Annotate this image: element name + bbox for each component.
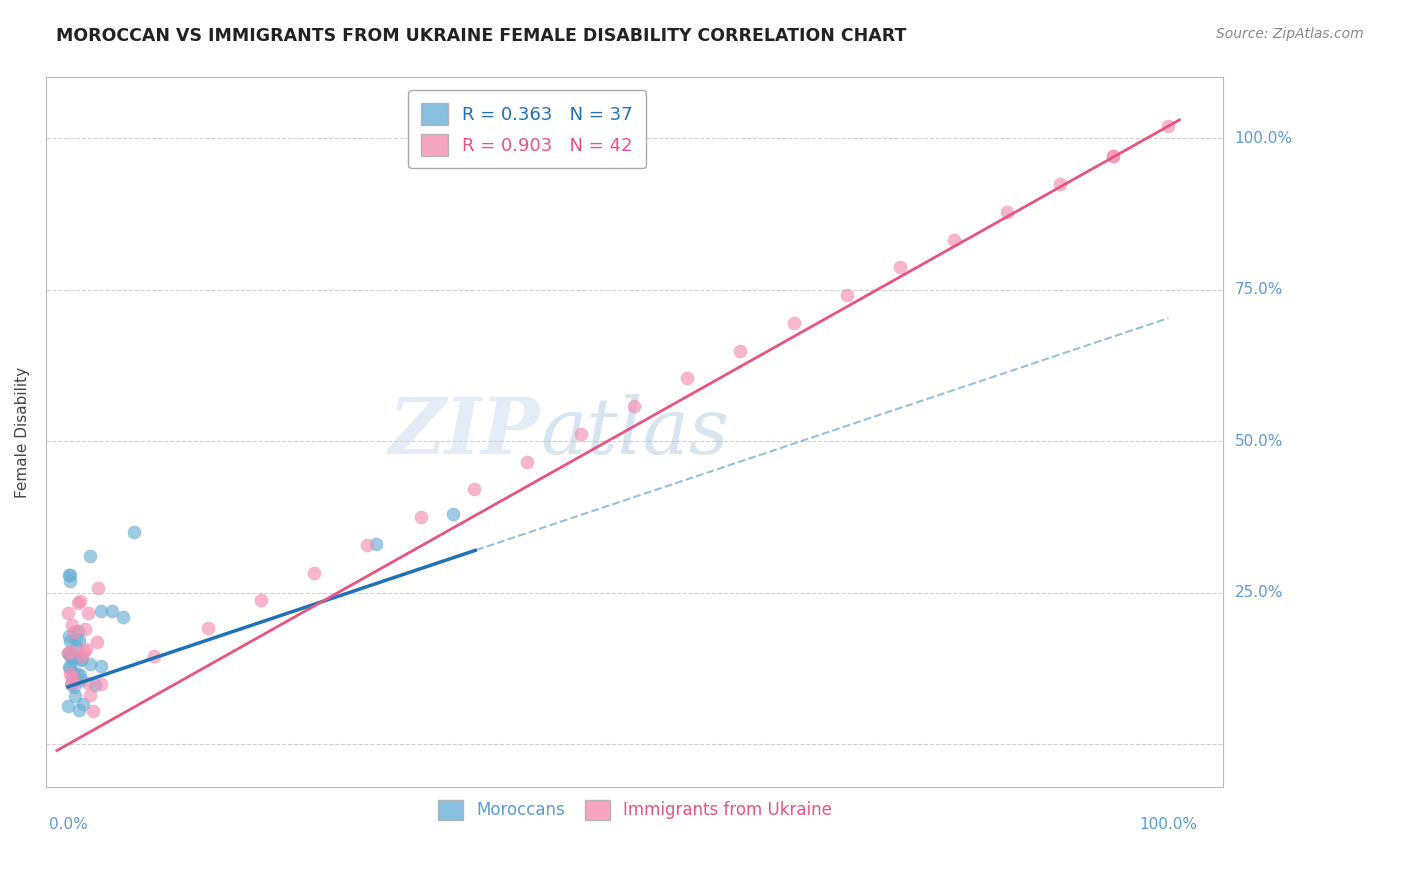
Point [70, 652, 93, 666]
Point [72, 697, 94, 711]
Point [82, 704, 104, 718]
Point [111, 610, 134, 624]
Point [730, 343, 752, 358]
Point [942, 233, 965, 247]
Point [366, 537, 388, 551]
Point [409, 510, 432, 524]
Point [86, 635, 108, 649]
Point [889, 260, 911, 275]
Point [122, 525, 145, 540]
Point [87, 581, 110, 595]
Point [77, 675, 100, 690]
Point [60, 618, 83, 632]
Point [143, 648, 166, 663]
Point [58, 659, 80, 673]
Point [90, 677, 112, 691]
Point [60, 670, 83, 684]
Point [63, 689, 86, 703]
Point [60, 677, 83, 691]
Point [59, 643, 82, 657]
Point [995, 204, 1018, 219]
Point [101, 604, 124, 618]
Point [56, 698, 79, 713]
Point [783, 316, 806, 330]
Point [79, 657, 101, 672]
Point [58, 606, 80, 620]
Point [69, 593, 91, 607]
Point [66, 596, 89, 610]
Text: 100.0%: 100.0% [1139, 817, 1198, 832]
Text: ZIP: ZIP [389, 394, 540, 470]
Point [1049, 177, 1071, 191]
Text: 50.0%: 50.0% [1234, 434, 1282, 449]
Point [463, 483, 485, 497]
Point [441, 507, 464, 521]
Point [66, 666, 89, 681]
Point [76, 606, 98, 620]
Point [676, 371, 699, 385]
Point [59, 633, 82, 648]
Point [69, 667, 91, 681]
Point [70, 673, 93, 687]
Text: 100.0%: 100.0% [1234, 130, 1292, 145]
Point [62, 665, 84, 679]
Point [356, 538, 378, 552]
Point [58, 629, 80, 643]
Point [60, 650, 83, 665]
Point [623, 399, 645, 413]
Point [58, 646, 80, 660]
Point [67, 703, 90, 717]
Point [63, 625, 86, 640]
Point [79, 688, 101, 702]
Text: 0.0%: 0.0% [49, 817, 87, 832]
Point [1102, 149, 1125, 163]
Point [90, 604, 112, 618]
Point [835, 288, 858, 302]
Text: Source: ZipAtlas.com: Source: ZipAtlas.com [1216, 27, 1364, 41]
Point [69, 652, 91, 666]
Legend: Moroccans, Immigrants from Ukraine: Moroccans, Immigrants from Ukraine [429, 791, 841, 828]
Point [250, 593, 273, 607]
Text: MOROCCAN VS IMMIGRANTS FROM UKRAINE FEMALE DISABILITY CORRELATION CHART: MOROCCAN VS IMMIGRANTS FROM UKRAINE FEMA… [56, 27, 907, 45]
Point [79, 549, 101, 564]
Point [84, 678, 107, 692]
Point [569, 426, 592, 441]
Point [60, 676, 83, 690]
Point [63, 651, 86, 665]
Point [1157, 119, 1180, 133]
Point [59, 667, 82, 681]
Point [59, 660, 82, 674]
Point [67, 632, 90, 647]
Point [75, 642, 97, 657]
Point [59, 648, 82, 662]
Point [56, 646, 79, 660]
Point [59, 574, 82, 588]
Text: 75.0%: 75.0% [1234, 282, 1282, 297]
Point [70, 648, 93, 663]
Text: atlas: atlas [540, 394, 730, 470]
Point [58, 567, 80, 582]
Point [67, 624, 90, 639]
Point [302, 566, 325, 580]
Point [65, 632, 87, 646]
Point [516, 455, 538, 469]
Point [1102, 149, 1125, 163]
Point [63, 680, 86, 694]
Point [65, 640, 87, 655]
Text: 25.0%: 25.0% [1234, 585, 1282, 600]
Point [197, 621, 219, 635]
Y-axis label: Female Disability: Female Disability [15, 367, 30, 498]
Point [72, 644, 94, 658]
Point [90, 658, 112, 673]
Point [73, 623, 96, 637]
Point [59, 567, 82, 582]
